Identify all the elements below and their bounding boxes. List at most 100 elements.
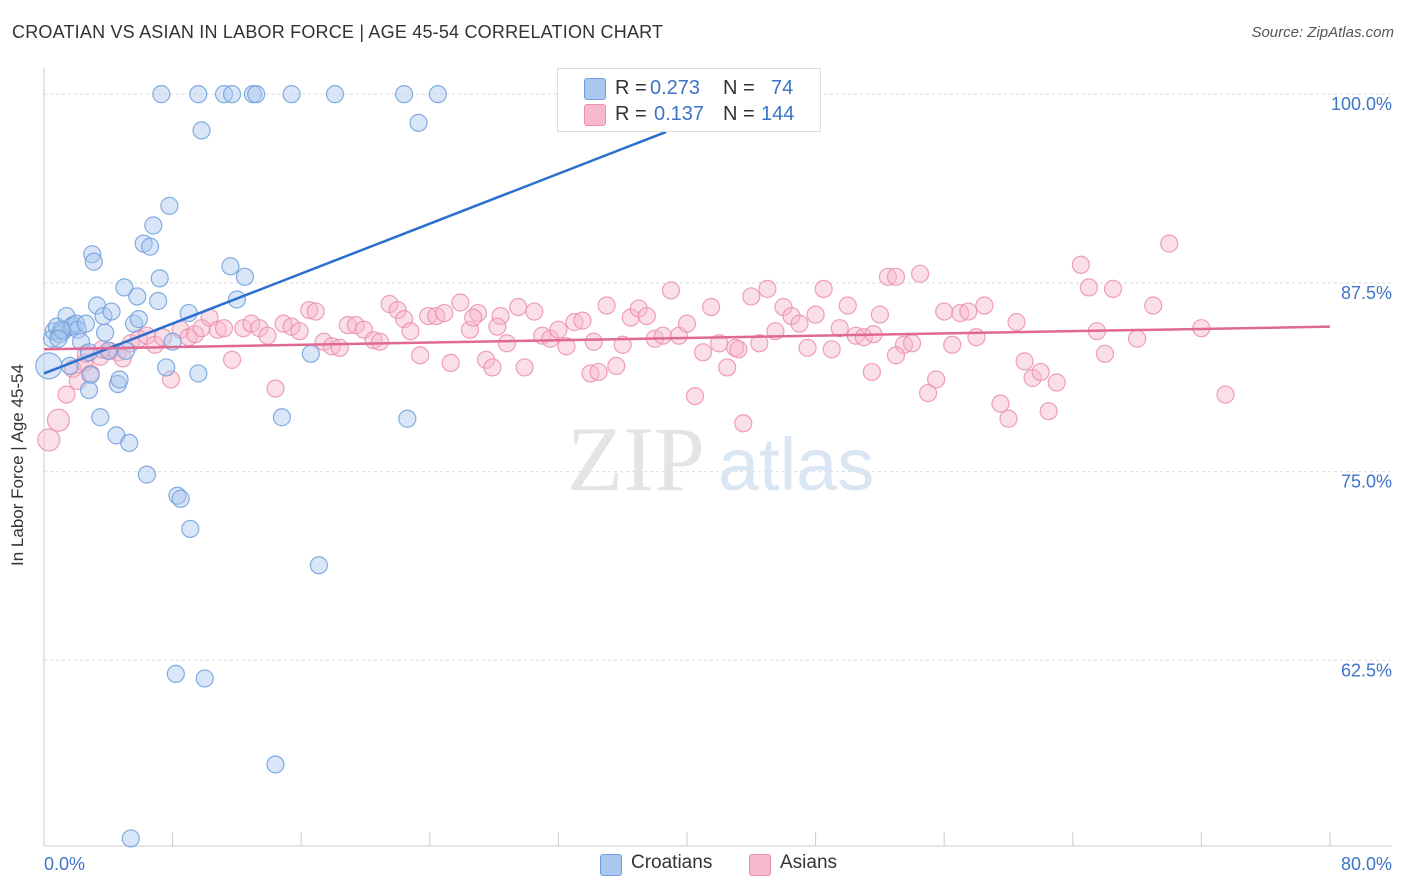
croatians-point xyxy=(110,370,129,389)
asians-point xyxy=(584,332,603,351)
asians-point xyxy=(927,370,946,389)
asians-point xyxy=(693,343,713,362)
asians-point xyxy=(959,302,978,321)
croatians-point xyxy=(152,85,171,104)
x-tick-label-min: 0.0% xyxy=(44,854,85,874)
asians-point xyxy=(1015,352,1034,371)
croatians-point xyxy=(157,358,176,377)
asians-point xyxy=(902,334,922,353)
asians-point xyxy=(46,408,71,432)
croatians-point xyxy=(409,113,428,132)
croatians-point xyxy=(301,344,320,363)
source-credit: Source: ZipAtlas.com xyxy=(1251,24,1394,41)
croatians-point xyxy=(221,257,240,276)
croatians-point xyxy=(394,85,414,104)
asians-point xyxy=(750,334,769,353)
asians-point xyxy=(330,338,349,357)
asians-point xyxy=(388,300,407,320)
croatians-point xyxy=(189,85,208,104)
asians-point xyxy=(266,379,285,398)
croatians-r-value: 0.273 xyxy=(650,77,701,99)
asians-point xyxy=(910,264,930,283)
asians-point xyxy=(306,302,325,321)
croatians-point xyxy=(57,306,76,326)
asians-point xyxy=(258,326,277,345)
croatians-point xyxy=(398,409,417,428)
asians-r-value: 0.137 xyxy=(654,103,705,125)
asians-point xyxy=(57,385,76,404)
asians-point xyxy=(589,362,608,382)
croatians-point xyxy=(128,287,147,306)
croatians-point xyxy=(140,237,160,256)
asians-point xyxy=(814,279,833,299)
asians-point xyxy=(435,303,454,323)
watermark: ZIP atlas xyxy=(567,408,874,510)
croatians-point xyxy=(35,352,63,380)
asians-point xyxy=(886,267,906,286)
asians-point xyxy=(557,337,576,356)
y-tick-label: 87.5% xyxy=(1341,283,1392,303)
croatians-point xyxy=(166,664,185,683)
asians-point xyxy=(830,319,849,338)
croatians-point xyxy=(160,196,179,215)
asians-point xyxy=(637,306,656,326)
y-tick-label: 62.5% xyxy=(1341,660,1392,680)
croatians-trend-line xyxy=(43,130,667,375)
croatians-point xyxy=(181,519,200,539)
croatians-points xyxy=(35,85,595,848)
croatians-point xyxy=(144,216,163,235)
asians-points xyxy=(37,234,1235,452)
croatians-point xyxy=(91,408,110,427)
croatians-point xyxy=(282,85,301,104)
croatians-point xyxy=(266,755,285,774)
asians-point xyxy=(1144,296,1163,315)
croatians-point xyxy=(272,408,292,427)
asians-point xyxy=(464,308,483,327)
croatians-point xyxy=(168,486,187,505)
asians-legend-swatch xyxy=(749,854,771,876)
asians-point xyxy=(870,305,890,324)
stats-legend: R = 0.273 N = 74 R = 0.137 N = 144 xyxy=(557,68,821,132)
asians-point xyxy=(661,281,681,300)
croatians-point xyxy=(115,278,134,297)
tick-labels: 62.5% 75.0% 87.5% 100.0% 0.0% 80.0% xyxy=(44,94,1392,874)
asians-point xyxy=(509,297,528,317)
croatians-point xyxy=(247,85,266,104)
asians-point xyxy=(290,322,309,341)
croatians-point xyxy=(149,291,168,311)
asians-point xyxy=(597,296,616,315)
y-axis-label: In Labor Force | Age 45-54 xyxy=(8,364,27,566)
asians-point xyxy=(573,311,592,330)
asians-point xyxy=(718,358,737,377)
asians-point xyxy=(491,306,510,326)
asians-point xyxy=(497,334,517,353)
asians-point xyxy=(476,350,496,369)
n-label: N = xyxy=(723,103,755,125)
r-label: R = xyxy=(615,77,647,99)
asians-point xyxy=(1047,373,1066,392)
croatians-point xyxy=(325,85,345,104)
asians-point xyxy=(919,383,938,403)
asians-point xyxy=(153,328,173,347)
croatians-point xyxy=(137,465,156,484)
asians-point xyxy=(607,356,626,376)
asians-point xyxy=(935,302,954,321)
asians-point xyxy=(729,340,748,359)
croatians-point xyxy=(150,269,169,288)
asians-point xyxy=(515,358,534,377)
croatians-point xyxy=(76,314,95,333)
gridlines xyxy=(44,93,1392,661)
asians-point xyxy=(886,346,906,365)
asians-point xyxy=(451,293,470,312)
asians-point xyxy=(208,320,227,339)
asians-point xyxy=(483,358,502,377)
asians-point xyxy=(1095,344,1115,363)
asians-point xyxy=(1071,255,1090,274)
y-tick-label: 100.0% xyxy=(1331,94,1392,114)
asians-point xyxy=(222,350,242,369)
x-tick-label-max: 80.0% xyxy=(1341,854,1392,874)
croatians-point xyxy=(121,829,140,848)
asians-swatch xyxy=(584,104,606,126)
asians-point xyxy=(798,338,817,357)
